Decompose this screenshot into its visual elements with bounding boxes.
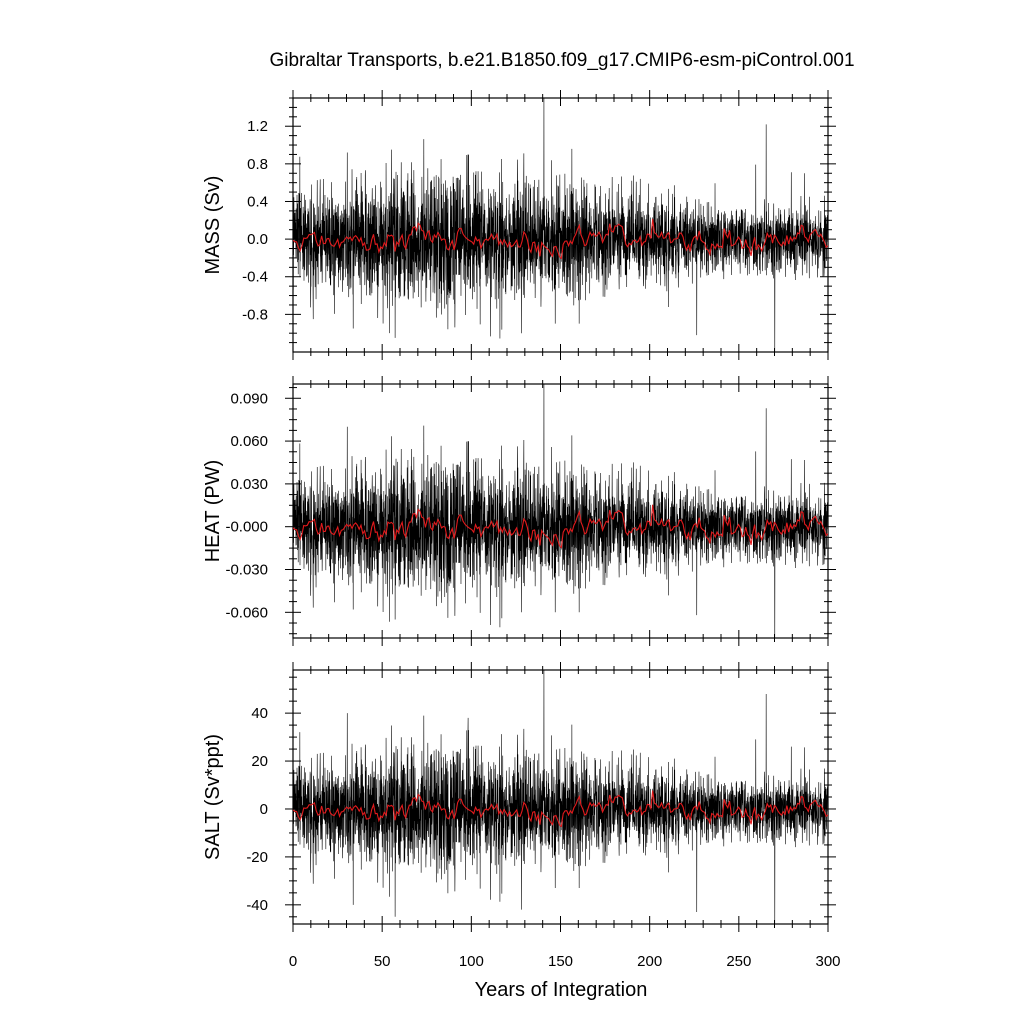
- y-tick-label: 0: [260, 801, 268, 818]
- smoothed-series-line: [293, 504, 828, 549]
- y-tick-label: 40: [251, 705, 268, 722]
- y-tick-label: 1.2: [247, 118, 268, 135]
- x-tick-label: 0: [289, 953, 297, 970]
- y-tick-label: -0.4: [242, 269, 268, 286]
- x-axis-label: Years of Integration: [475, 979, 648, 1001]
- y-tick-label: 20: [251, 753, 268, 770]
- x-tick-label: 250: [726, 953, 751, 970]
- y-tick-label: -20: [246, 849, 268, 866]
- y-axis-label: MASS (Sv): [202, 176, 224, 275]
- mass-panel: -0.8 -0.4 0.0 0.4 0.8 1.2 MASS (Sv): [202, 90, 836, 360]
- heat-panel: -0.060 -0.030 -0.000 0.030 0.060 0.090 HEAT (P…: [202, 376, 836, 646]
- y-tick-label: 0.060: [230, 433, 268, 450]
- x-tick-label: 150: [548, 953, 573, 970]
- y-tick-label: -0.000: [225, 519, 268, 536]
- y-tick-label: -0.030: [225, 562, 268, 579]
- monthly-series-line: [293, 670, 828, 924]
- x-tick-label: 300: [815, 953, 840, 970]
- y-tick-label: 0.4: [247, 193, 268, 210]
- monthly-series-line: [293, 98, 828, 352]
- x-tick-label: 50: [374, 953, 391, 970]
- y-tick-label: 0.030: [230, 476, 268, 493]
- monthly-series-line: [293, 384, 828, 638]
- smoothed-series-line: [293, 790, 828, 828]
- y-tick-label: 0.090: [230, 390, 268, 407]
- y-tick-label: 0.8: [247, 156, 268, 173]
- y-tick-label: 0.0: [247, 231, 268, 248]
- smoothed-series-line: [293, 218, 828, 260]
- y-axis-label: HEAT (PW): [202, 460, 224, 563]
- chart-title: Gibraltar Transports, b.e21.B1850.f09_g1…: [269, 50, 854, 71]
- y-axis-label: SALT (Sv*ppt): [202, 734, 224, 860]
- y-tick-label: -0.060: [225, 604, 268, 621]
- y-tick-label: -40: [246, 897, 268, 914]
- y-tick-label: -0.8: [242, 306, 268, 323]
- x-tick-label: 200: [637, 953, 662, 970]
- x-tick-label: 100: [459, 953, 484, 970]
- salt-panel: -40 -20 0 20 40 0 50 100 150 200 250 300 SALT (Sv*pp…: [202, 662, 841, 970]
